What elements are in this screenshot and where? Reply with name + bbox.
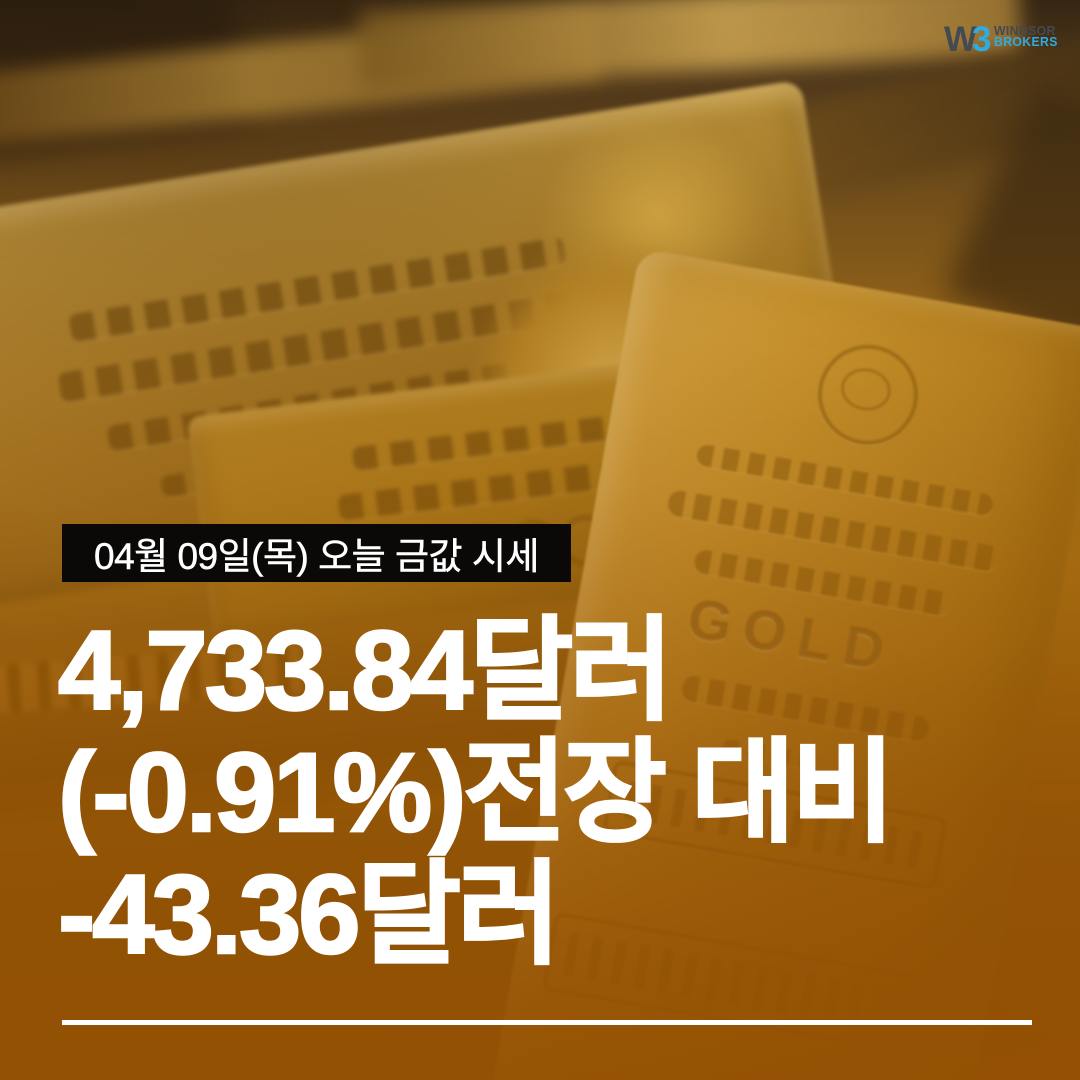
logo-monogram-b: 3 [972,20,992,59]
change-amount-line: -43.36달러 [57,852,562,977]
logo-wordmark: WINDSOR BROKERS [993,23,1058,49]
logo-name-windsor: WINDSOR [993,23,1056,38]
logo-monogram-w: W [944,20,977,59]
logo-monogram: W 3 [944,20,992,59]
divider-line [62,1020,1032,1025]
date-badge: 04월 09일(목) 오늘 금값 시세 [62,524,571,582]
change-percent-line: (-0.91%)전장 대비 [57,730,896,855]
headline: 4,733.84달러 (-0.91%)전장 대비 -43.36달러 [57,608,896,977]
logo-name-brokers: BROKERS [993,34,1058,49]
price-line: 4,733.84달러 [57,608,675,733]
windsor-brokers-logo: W 3 WINDSOR BROKERS [944,22,1061,57]
date-badge-label: 04월 09일(목) 오늘 금값 시세 [94,536,540,578]
